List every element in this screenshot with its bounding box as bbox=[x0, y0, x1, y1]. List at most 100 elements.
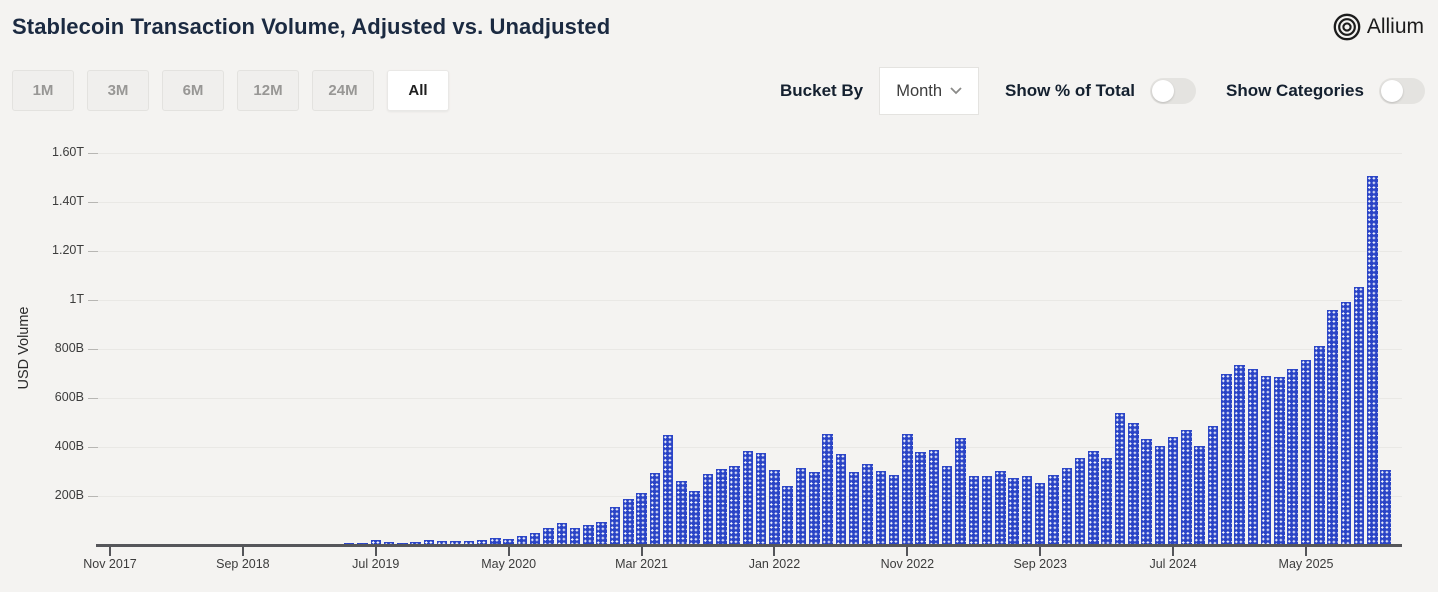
range-button-6m[interactable]: 6M bbox=[162, 70, 224, 111]
bar[interactable] bbox=[689, 490, 700, 545]
bar[interactable] bbox=[941, 466, 953, 545]
bar[interactable] bbox=[1314, 346, 1325, 545]
bar[interactable] bbox=[742, 450, 754, 545]
y-tick-label: 600B bbox=[54, 390, 84, 405]
bar[interactable] bbox=[636, 493, 647, 545]
bar[interactable] bbox=[1287, 369, 1298, 545]
bar[interactable] bbox=[463, 540, 475, 545]
bar[interactable] bbox=[662, 435, 674, 545]
gridline bbox=[97, 251, 1402, 253]
bar[interactable] bbox=[809, 471, 820, 545]
bar[interactable] bbox=[583, 525, 594, 545]
bar[interactable] bbox=[1353, 286, 1365, 545]
toggle-knob bbox=[1380, 80, 1403, 102]
bar[interactable] bbox=[968, 475, 980, 545]
bar[interactable] bbox=[596, 521, 607, 545]
range-button-24m[interactable]: 24M bbox=[312, 70, 374, 111]
bar[interactable] bbox=[1327, 309, 1338, 545]
bar[interactable] bbox=[397, 542, 408, 545]
show-categories-group: Show Categories bbox=[1226, 67, 1425, 115]
bar[interactable] bbox=[955, 437, 966, 545]
range-button-12m[interactable]: 12M bbox=[237, 70, 299, 111]
bar[interactable] bbox=[410, 542, 421, 545]
bar[interactable] bbox=[1234, 365, 1245, 545]
y-tick-label: 1.40T bbox=[52, 194, 84, 209]
bar[interactable] bbox=[529, 532, 541, 545]
bar[interactable] bbox=[888, 474, 900, 545]
show-categories-label: Show Categories bbox=[1226, 81, 1364, 100]
bar[interactable] bbox=[1181, 429, 1192, 545]
bar[interactable] bbox=[702, 473, 714, 545]
bar[interactable] bbox=[981, 476, 993, 545]
bar[interactable] bbox=[423, 540, 435, 545]
bar[interactable] bbox=[1380, 470, 1391, 545]
bar[interactable] bbox=[1101, 457, 1112, 545]
bar[interactable] bbox=[436, 541, 448, 545]
bar[interactable] bbox=[1247, 369, 1259, 545]
bar[interactable] bbox=[476, 539, 488, 545]
range-button-1m[interactable]: 1M bbox=[12, 70, 74, 111]
bar[interactable] bbox=[1141, 438, 1152, 545]
show-percent-toggle[interactable] bbox=[1150, 78, 1197, 104]
bar[interactable] bbox=[556, 522, 568, 545]
bar[interactable] bbox=[490, 538, 501, 545]
bar[interactable] bbox=[609, 507, 621, 545]
bar[interactable] bbox=[716, 468, 727, 545]
bar[interactable] bbox=[1340, 301, 1352, 545]
bar[interactable] bbox=[516, 536, 528, 545]
bucket-by-select[interactable]: Month bbox=[879, 67, 980, 115]
bar[interactable] bbox=[623, 498, 634, 545]
bar[interactable] bbox=[450, 540, 461, 545]
bar[interactable] bbox=[1021, 475, 1033, 545]
y-tick bbox=[88, 251, 98, 253]
bar[interactable] bbox=[1088, 450, 1099, 545]
allium-logo[interactable]: Allium bbox=[1332, 12, 1424, 42]
bar[interactable] bbox=[569, 527, 581, 545]
show-categories-toggle[interactable] bbox=[1378, 78, 1425, 104]
bar[interactable] bbox=[915, 451, 926, 545]
bar[interactable] bbox=[676, 481, 687, 545]
bar[interactable] bbox=[875, 471, 886, 545]
bar[interactable] bbox=[1274, 376, 1285, 545]
y-tick-label: 200B bbox=[54, 488, 84, 503]
bar[interactable] bbox=[848, 471, 860, 545]
bar[interactable] bbox=[1034, 483, 1046, 545]
bar[interactable] bbox=[902, 434, 913, 545]
bar[interactable] bbox=[503, 538, 514, 545]
bar[interactable] bbox=[769, 469, 780, 545]
bar[interactable] bbox=[1114, 413, 1126, 545]
bar[interactable] bbox=[383, 542, 395, 545]
bar[interactable] bbox=[995, 471, 1006, 545]
bar[interactable] bbox=[1061, 467, 1073, 545]
bar[interactable] bbox=[543, 528, 554, 545]
bar[interactable] bbox=[1300, 360, 1312, 545]
bar[interactable] bbox=[729, 466, 740, 545]
bar[interactable] bbox=[1194, 445, 1205, 545]
bar[interactable] bbox=[835, 453, 847, 545]
bar[interactable] bbox=[370, 540, 382, 545]
range-button-all[interactable]: All bbox=[387, 70, 449, 111]
bar[interactable] bbox=[1008, 478, 1019, 545]
bar[interactable] bbox=[755, 452, 767, 545]
y-tick bbox=[88, 300, 98, 302]
x-tick bbox=[241, 545, 244, 556]
range-button-3m[interactable]: 3M bbox=[87, 70, 149, 111]
bar[interactable] bbox=[795, 467, 807, 545]
bar[interactable] bbox=[1207, 425, 1219, 545]
bar[interactable] bbox=[1154, 445, 1166, 545]
bar[interactable] bbox=[928, 449, 940, 545]
bar[interactable] bbox=[862, 464, 873, 545]
bar[interactable] bbox=[782, 485, 793, 545]
bar[interactable] bbox=[1167, 436, 1179, 545]
bar[interactable] bbox=[1260, 376, 1272, 545]
bar[interactable] bbox=[1367, 175, 1378, 545]
y-tick-label: 800B bbox=[54, 341, 84, 356]
bucket-by-group: Bucket By Month bbox=[780, 67, 980, 115]
bar[interactable] bbox=[822, 433, 833, 545]
gridline bbox=[97, 447, 1402, 449]
bar[interactable] bbox=[1048, 474, 1059, 545]
bar[interactable] bbox=[1221, 373, 1232, 545]
bar[interactable] bbox=[649, 472, 661, 545]
bar[interactable] bbox=[1128, 423, 1139, 545]
bar[interactable] bbox=[1074, 457, 1086, 545]
